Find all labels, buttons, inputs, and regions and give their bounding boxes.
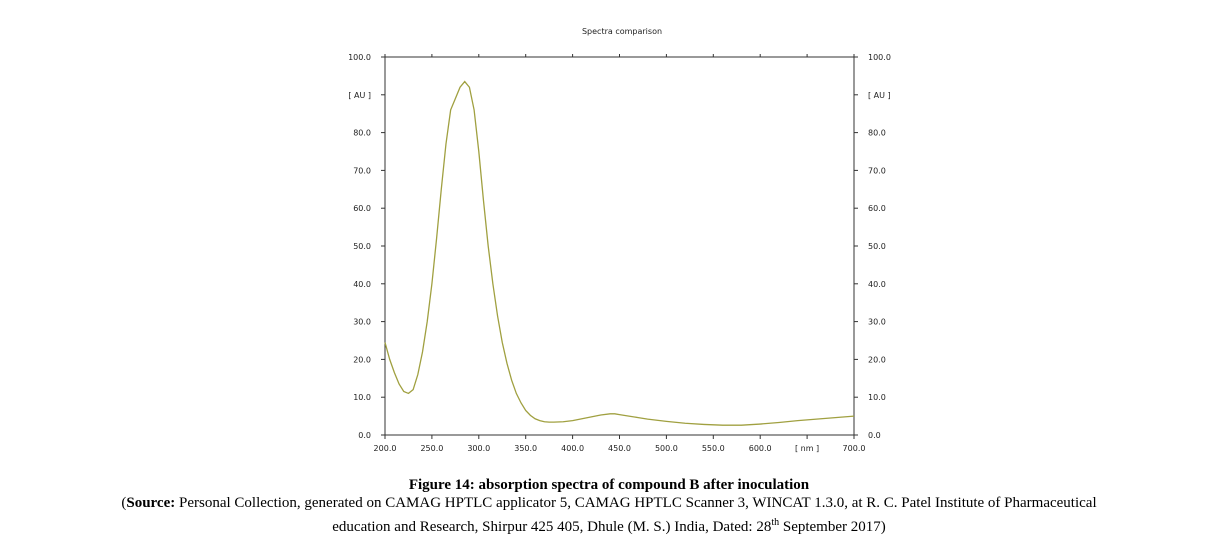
y-tick-label-right: 30.0 [868, 318, 886, 327]
figure-caption: Figure 14: absorption spectra of compoun… [0, 476, 1218, 537]
spectra-chart: Spectra comparison 200.0 250.0 300.0 350.0 4… [348, 27, 891, 453]
x-axis: 200.0 250.0 300.0 350.0 400.0 450.0 500.0 550.0… [374, 54, 866, 453]
x-tick-label: 700.0 [843, 444, 866, 453]
source-label: Source: [126, 495, 176, 511]
y-tick-label-right: 0.0 [868, 431, 881, 440]
figure-title: Figure 14: absorption spectra of compoun… [408, 477, 810, 493]
y-tick-label-right: 40.0 [868, 280, 886, 289]
y-tick-label-left: 20.0 [353, 355, 371, 364]
x-tick-label: 350.0 [514, 444, 537, 453]
chart-title: Spectra comparison [582, 27, 662, 36]
figure-source: (Source: Personal Collection, generated … [121, 495, 1097, 535]
y-tick-label-left: 40.0 [353, 280, 371, 289]
x-tick-label: 250.0 [420, 444, 443, 453]
y-tick-label-left: [ AU ] [348, 91, 371, 100]
y-tick-label-right: [ AU ] [868, 91, 891, 100]
y-tick-label-left: 100.0 [348, 53, 371, 62]
source-date-suffix: th [771, 517, 780, 528]
y-tick-label-right: 50.0 [868, 242, 886, 251]
x-tick-label: 550.0 [702, 444, 725, 453]
x-tick-label: 300.0 [467, 444, 490, 453]
y-tick-label-right: 80.0 [868, 129, 886, 138]
y-tick-label-right: 10.0 [868, 393, 886, 402]
plot-frame [384, 56, 855, 436]
y-tick-label-right: 70.0 [868, 166, 886, 175]
x-tick-label: [ nm ] [795, 444, 819, 453]
y-tick-label-left: 50.0 [353, 242, 371, 251]
y-tick-label-left: 30.0 [353, 318, 371, 327]
y-axis-left: 0.0 10.0 20.0 30.0 40.0 50.0 60.0 70.0 80.0 [ AU … [348, 53, 385, 440]
x-tick-label: 450.0 [608, 444, 631, 453]
source-line1: Personal Collection, generated on CAMAG … [175, 495, 1097, 511]
x-tick-label: 200.0 [374, 444, 397, 453]
spectrum-line [384, 80, 855, 426]
x-tick-label: 400.0 [561, 444, 584, 453]
y-tick-label-right: 20.0 [868, 355, 886, 364]
y-tick-label-left: 10.0 [353, 393, 371, 402]
y-tick-label-right: 100.0 [868, 53, 891, 62]
y-tick-label-left: 0.0 [358, 431, 371, 440]
x-tick-label: 600.0 [749, 444, 772, 453]
source-line2: education and Research, Shirpur 425 405,… [332, 519, 772, 535]
source-line2-end: September 2017) [779, 519, 886, 535]
y-tick-label-left: 80.0 [353, 129, 371, 138]
y-tick-label-left: 60.0 [353, 204, 371, 213]
y-tick-label-left: 70.0 [353, 166, 371, 175]
y-tick-label-right: 60.0 [868, 204, 886, 213]
x-tick-label: 500.0 [655, 444, 678, 453]
y-axis-right: 0.0 10.0 20.0 30.0 40.0 50.0 60.0 70.0 80.0 [ AU … [854, 53, 891, 440]
